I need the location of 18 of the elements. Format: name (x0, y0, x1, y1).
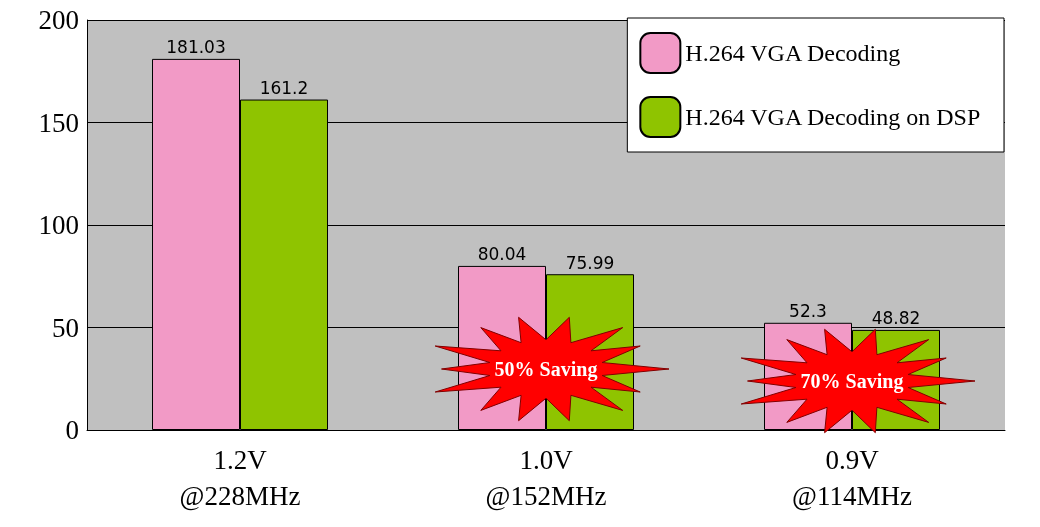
data-label: 52.3 (789, 301, 827, 322)
y-tick-label: 200 (38, 5, 79, 35)
y-tick-label: 100 (38, 210, 79, 240)
y-tick-label: 50 (52, 312, 79, 343)
data-label: 161.2 (259, 78, 309, 99)
y-tick-label: 0 (65, 415, 79, 445)
data-label: 181.03 (166, 37, 226, 58)
data-label: 75.99 (565, 252, 615, 273)
annotation: 50% Saving (494, 357, 598, 381)
annotation: 70% Saving (800, 369, 904, 393)
x-tick-label: 1.2V @228MHz (179, 445, 301, 511)
x-tick-label: 1.0V @152MHz (485, 445, 607, 511)
legend-label: H.264 VGA Decoding (685, 40, 901, 66)
y-tick-label: 150 (38, 107, 79, 138)
legend-label: H.264 VGA Decoding on DSP (685, 104, 981, 130)
x-tick-label: 0.9V @114MHz (792, 445, 912, 511)
data-label: 80.04 (477, 244, 527, 265)
data-label: 48.82 (871, 308, 921, 329)
